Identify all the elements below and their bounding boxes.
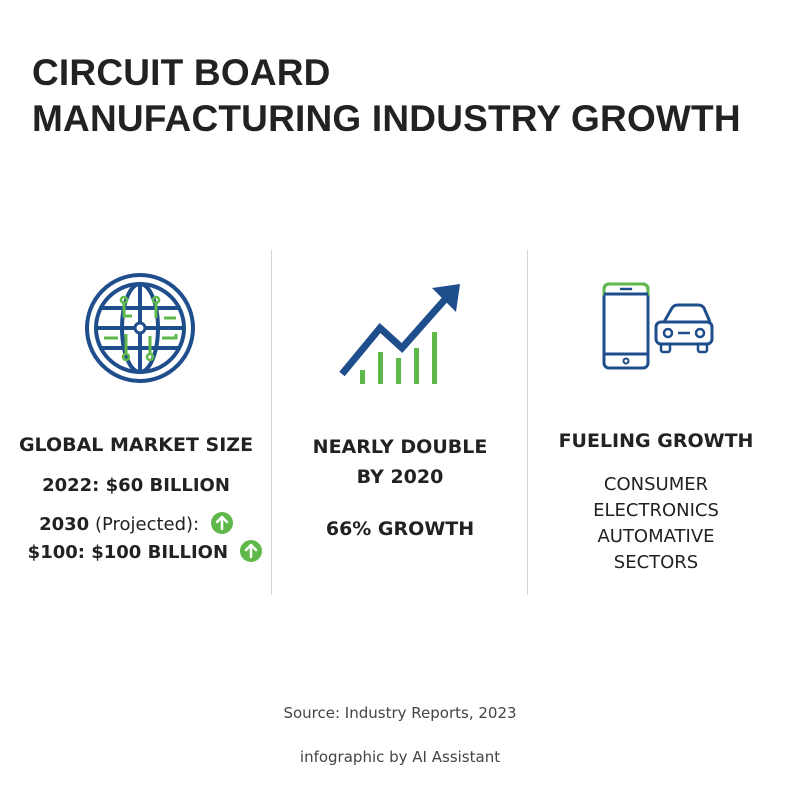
sector-item: ELECTRONICS bbox=[593, 500, 719, 521]
page-title: CIRCUIT BOARD MANUFACTURING INDUSTRY GRO… bbox=[32, 50, 741, 142]
sector-item: SECTORS bbox=[613, 552, 699, 573]
growth-stat: 66% GROWTH bbox=[325, 518, 475, 540]
arrow-up-icon bbox=[240, 540, 263, 562]
market-size-2030-value: $100: $100 BILLION bbox=[27, 542, 229, 563]
growth-heading-line-2: BY 2020 bbox=[356, 466, 444, 488]
market-size-2022: 2022: $60 BILLION bbox=[42, 475, 230, 496]
sector-item: AUTOMATIVE bbox=[597, 526, 715, 547]
title-line-1: CIRCUIT BOARD bbox=[32, 52, 331, 93]
globe-circuit-icon bbox=[85, 273, 195, 383]
growth-heading-line-1: NEARLY DOUBLE bbox=[312, 436, 488, 458]
source-note: Source: Industry Reports, 2023 bbox=[283, 704, 517, 722]
market-size-2030-value-row: $100: $100 BILLION bbox=[0, 540, 290, 564]
growth-chart-icon bbox=[339, 284, 460, 384]
market-size-2030-year: 2030 bbox=[39, 514, 90, 535]
sector-item: CONSUMER bbox=[603, 474, 709, 495]
arrow-up-icon bbox=[210, 512, 233, 534]
market-size-heading: GLOBAL MARKET SIZE bbox=[18, 434, 254, 456]
phone-and-car-icon bbox=[602, 282, 714, 370]
column-divider-1 bbox=[271, 250, 272, 595]
fueling-growth-heading: FUELING GROWTH bbox=[558, 430, 754, 452]
column-divider-2 bbox=[527, 250, 528, 595]
title-line-2: MANUFACTURING INDUSTRY GROWTH bbox=[32, 98, 741, 139]
credit-note: infographic by AI Assistant bbox=[299, 748, 501, 766]
market-size-2030-row: 2030 (Projected): bbox=[0, 512, 272, 536]
market-size-2030-projected: (Projected): bbox=[94, 514, 200, 535]
